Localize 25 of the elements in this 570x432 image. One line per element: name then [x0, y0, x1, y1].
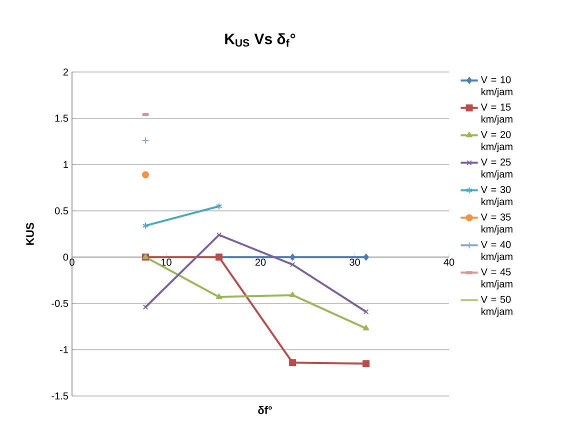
legend-label: V = 30 km/jam: [480, 186, 512, 208]
x-axis-title: δf°: [258, 406, 272, 414]
legend-label: V = 25 km/jam: [480, 158, 512, 180]
legend-label: V = 10 km/jam: [480, 76, 512, 98]
x-tick-label: 40: [444, 258, 454, 266]
x-tick-label: 0: [70, 258, 74, 266]
x-tick-label: 10: [161, 258, 172, 266]
y-tick-label: 0: [63, 254, 68, 261]
legend-label: V = 15 km/jam: [480, 104, 512, 125]
legend-label: V = 20 km/jam: [480, 131, 512, 152]
y-tick-label: -1: [60, 346, 68, 354]
legend-label: V = 45 km/jam: [480, 268, 512, 290]
legend-label: V = 35 km/jam: [480, 214, 512, 235]
y-tick-label: 1: [64, 161, 68, 168]
y-axis-title: KUS: [26, 222, 34, 245]
y-tick-label: -0.5: [52, 300, 68, 307]
x-tick-label: 20: [255, 258, 266, 266]
legend-label: V = 50 km/jam: [480, 296, 512, 317]
y-tick-label: 2: [63, 68, 68, 76]
x-tick-label: 30: [350, 258, 360, 266]
y-tick-label: 1.5: [55, 114, 68, 122]
y-tick-label: 0.5: [54, 207, 68, 214]
chart-title: K$_{US}$ Vs δ$_{f}$°: [225, 33, 296, 47]
y-tick-label: -1.5: [52, 392, 68, 400]
legend-label: V = 40 km/jam: [480, 241, 512, 262]
